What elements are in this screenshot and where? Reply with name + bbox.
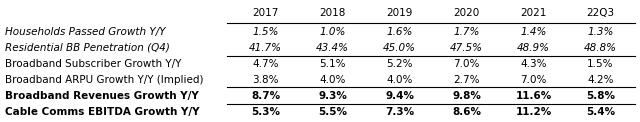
- Text: 41.7%: 41.7%: [249, 43, 282, 53]
- Text: 5.2%: 5.2%: [387, 59, 413, 69]
- Text: 1.3%: 1.3%: [588, 27, 614, 37]
- Text: Cable Comms EBITDA Growth Y/Y: Cable Comms EBITDA Growth Y/Y: [5, 107, 200, 117]
- Text: 43.4%: 43.4%: [316, 43, 349, 53]
- Text: 4.2%: 4.2%: [588, 75, 614, 85]
- Text: 1.6%: 1.6%: [387, 27, 413, 37]
- Text: 4.3%: 4.3%: [520, 59, 547, 69]
- Text: 2.7%: 2.7%: [453, 75, 480, 85]
- Text: 4.0%: 4.0%: [387, 75, 413, 85]
- Text: 45.0%: 45.0%: [383, 43, 416, 53]
- Text: 11.2%: 11.2%: [515, 107, 552, 117]
- Text: 8.6%: 8.6%: [452, 107, 481, 117]
- Text: 2019: 2019: [387, 8, 413, 18]
- Text: 1.5%: 1.5%: [588, 59, 614, 69]
- Text: Broadband Subscriber Growth Y/Y: Broadband Subscriber Growth Y/Y: [5, 59, 181, 69]
- Text: Households Passed Growth Y/Y: Households Passed Growth Y/Y: [5, 27, 166, 37]
- Text: 5.5%: 5.5%: [318, 107, 347, 117]
- Text: 1.4%: 1.4%: [520, 27, 547, 37]
- Text: 3.8%: 3.8%: [252, 75, 279, 85]
- Text: Broadband Revenues Growth Y/Y: Broadband Revenues Growth Y/Y: [5, 91, 199, 101]
- Text: 9.4%: 9.4%: [385, 91, 414, 101]
- Text: 7.3%: 7.3%: [385, 107, 414, 117]
- Text: 5.3%: 5.3%: [251, 107, 280, 117]
- Text: Broadband ARPU Growth Y/Y (Implied): Broadband ARPU Growth Y/Y (Implied): [5, 75, 204, 85]
- Text: 2021: 2021: [520, 8, 547, 18]
- Text: Residential BB Penetration (Q4): Residential BB Penetration (Q4): [5, 43, 170, 53]
- Text: 1.7%: 1.7%: [453, 27, 480, 37]
- Text: 4.7%: 4.7%: [252, 59, 279, 69]
- Text: 1.0%: 1.0%: [319, 27, 346, 37]
- Text: 8.7%: 8.7%: [251, 91, 280, 101]
- Text: 4.0%: 4.0%: [319, 75, 346, 85]
- Text: 5.4%: 5.4%: [586, 107, 615, 117]
- Text: 1.5%: 1.5%: [252, 27, 278, 37]
- Text: 9.3%: 9.3%: [318, 91, 347, 101]
- Text: 47.5%: 47.5%: [450, 43, 483, 53]
- Text: 5.1%: 5.1%: [319, 59, 346, 69]
- Text: 7.0%: 7.0%: [520, 75, 547, 85]
- Text: 9.8%: 9.8%: [452, 91, 481, 101]
- Text: 22Q3: 22Q3: [586, 8, 614, 18]
- Text: 5.8%: 5.8%: [586, 91, 615, 101]
- Text: 7.0%: 7.0%: [453, 59, 480, 69]
- Text: 2020: 2020: [453, 8, 479, 18]
- Text: 11.6%: 11.6%: [515, 91, 552, 101]
- Text: 2018: 2018: [319, 8, 346, 18]
- Text: 48.9%: 48.9%: [517, 43, 550, 53]
- Text: 2017: 2017: [252, 8, 278, 18]
- Text: 48.8%: 48.8%: [584, 43, 617, 53]
